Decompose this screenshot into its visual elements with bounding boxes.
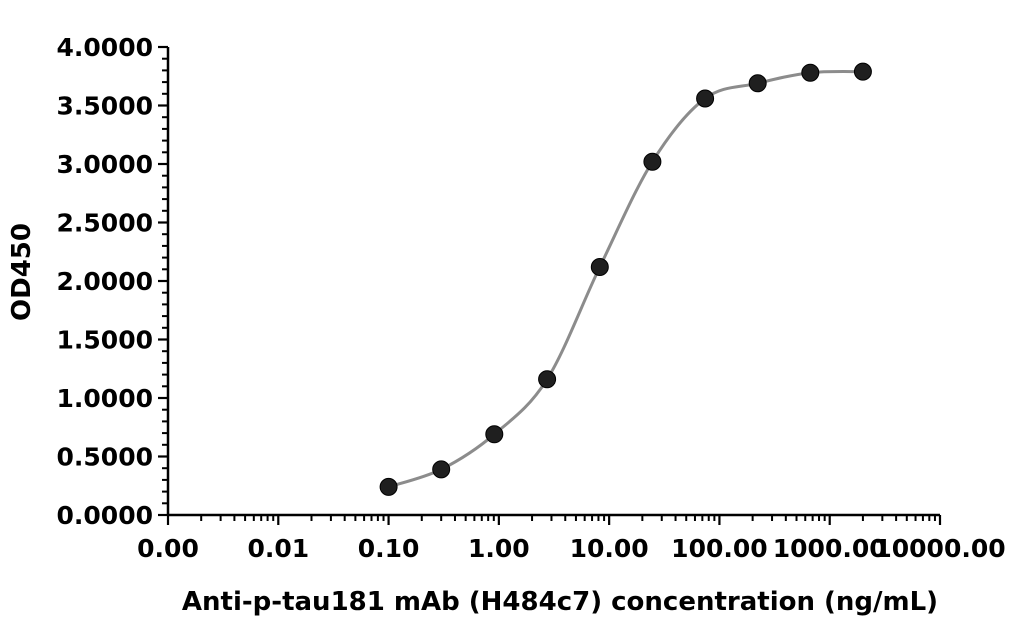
y-tick-label: 3.5000 [57, 91, 153, 120]
data-point-marker [853, 62, 872, 81]
data-point-marker [590, 258, 609, 276]
y-tick-label: 4.0000 [57, 33, 153, 62]
y-tick-label: 0.0000 [57, 501, 153, 530]
y-tick-label: 1.0000 [57, 384, 153, 413]
data-point-marker [696, 89, 715, 108]
data-point-marker [801, 63, 820, 82]
data-point-marker [748, 74, 767, 93]
data-point-marker [538, 370, 557, 389]
y-tick-label: 2.0000 [57, 267, 153, 296]
x-tick-label: 1000.00 [773, 534, 887, 563]
x-tick-label: 10000.00 [874, 534, 1005, 563]
data-point-marker [432, 460, 451, 479]
x-tick-label: 0.00 [137, 534, 199, 563]
data-point-marker [485, 425, 504, 444]
x-tick-label: 1.00 [468, 534, 530, 563]
dose-response-curve [387, 70, 865, 489]
y-tick-label: 3.0000 [57, 150, 153, 179]
x-axis-title: Anti-p-tau181 mAb (H484c7) concentration… [182, 587, 938, 617]
x-tick-label: 0.01 [247, 534, 309, 563]
series-layer [379, 62, 872, 496]
y-tick-label: 2.5000 [57, 208, 153, 237]
axes-layer: 0.0000 0.5000 1.0000 1.5000 2.0000 2.5000 3.00… [57, 33, 1006, 563]
y-axis-title: OD450 [7, 223, 37, 321]
x-tick-label: 10.00 [570, 534, 649, 563]
data-point-marker [643, 152, 662, 171]
x-tick-label: 0.10 [358, 534, 420, 563]
y-tick-label: 1.5000 [57, 325, 153, 354]
data-point-marker [379, 477, 398, 496]
x-tick-label: 100.00 [671, 534, 767, 563]
y-tick-label: 0.5000 [57, 442, 153, 471]
